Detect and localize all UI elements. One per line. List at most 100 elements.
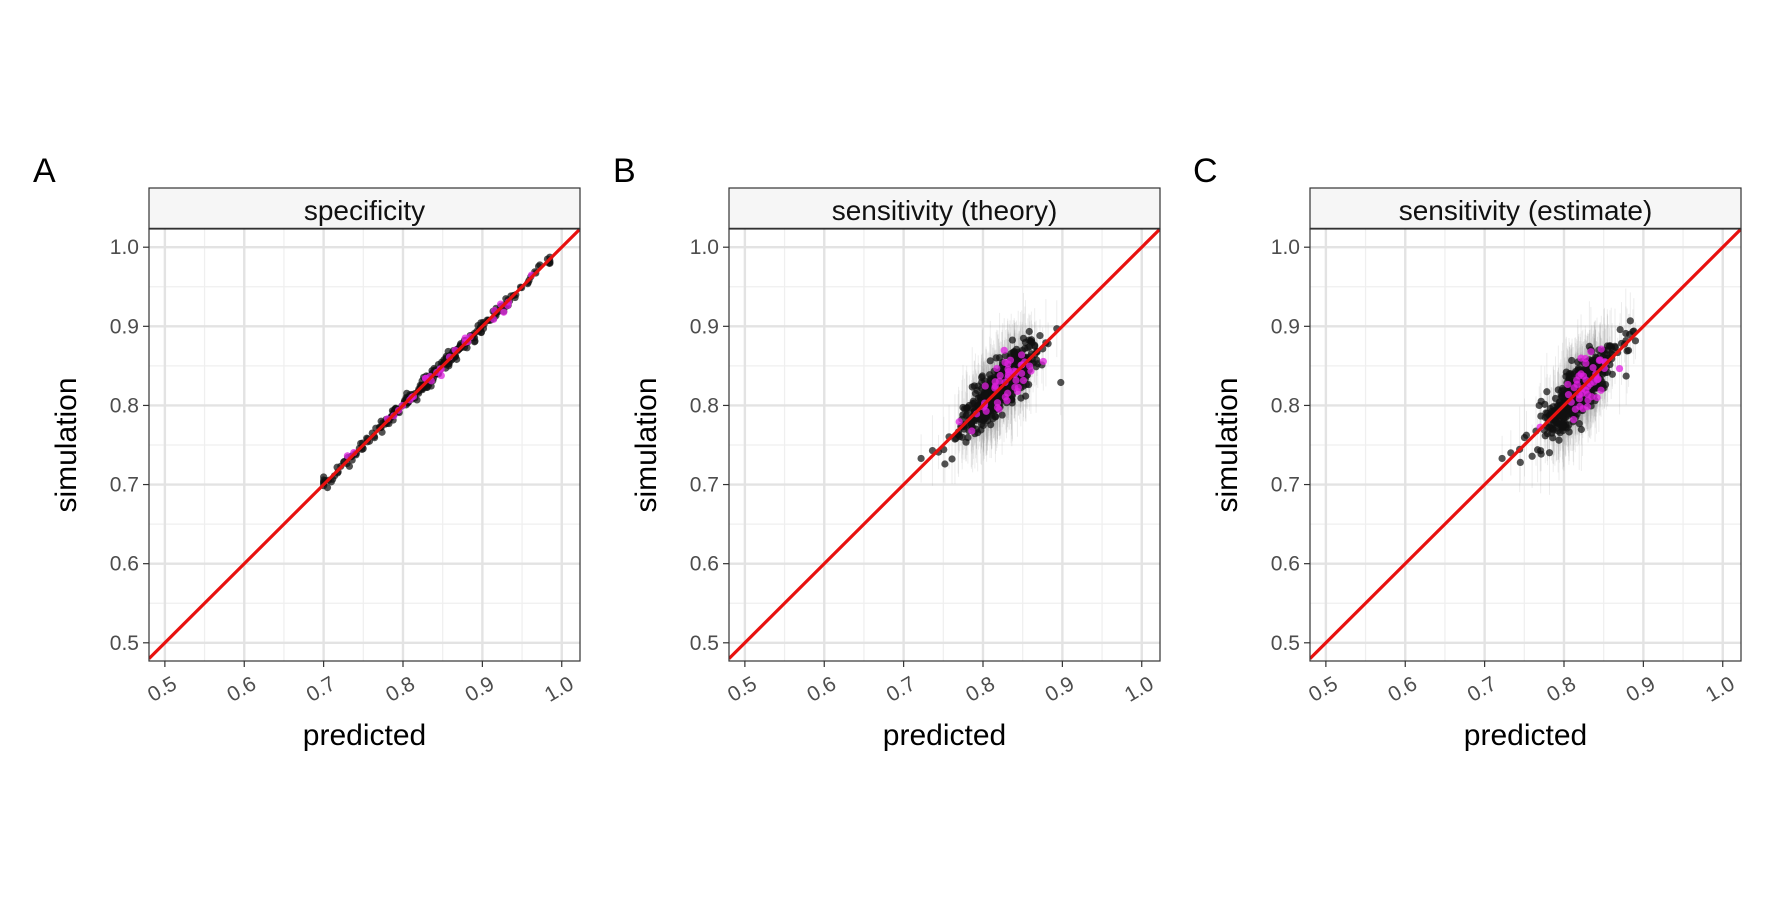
point [1537,450,1545,458]
point [981,392,989,400]
point [1543,430,1552,438]
point-highlight [1004,360,1012,368]
point [1057,378,1065,387]
point-highlight [1577,370,1585,378]
point [962,438,970,446]
point [1017,394,1025,402]
panel-border [148,228,581,662]
point-highlight [1596,356,1604,364]
point-highlight [981,382,989,390]
point [958,433,966,441]
point [1626,317,1634,325]
y-tick-label: 0.7 [1271,474,1300,497]
point-highlight [993,364,1001,373]
point-highlight [1587,348,1595,356]
y-tick-label: 1.0 [1271,236,1300,259]
point [1019,334,1028,342]
point-highlight [1004,365,1012,373]
panel-border [728,228,1161,662]
point [971,389,980,398]
point [1498,454,1506,463]
panel-tag: C [1193,152,1218,190]
point-highlight [500,308,508,316]
point-highlight [1564,380,1572,389]
y-axis-title: simulation [1211,377,1244,512]
strip-background [148,187,581,230]
point [917,454,925,463]
y-tick-label: 1.0 [690,236,719,259]
x-axis-title: predicted [883,719,1006,752]
point [1025,343,1034,351]
point [986,371,994,379]
point [1616,325,1624,334]
point-highlight [1019,376,1028,385]
point-highlight [955,418,963,426]
point-highlight [1593,393,1601,402]
point-highlight [991,382,999,390]
point-highlight [1018,369,1026,378]
point [1564,410,1572,418]
point-highlight [1615,364,1624,373]
y-axis-title: simulation [50,377,83,512]
point [1568,356,1576,365]
point [974,429,982,437]
point-highlight [1012,376,1020,385]
point [378,428,386,436]
point [1565,428,1573,436]
point [1008,336,1016,344]
point [1631,337,1640,345]
point [998,411,1006,419]
point-highlight [1573,380,1581,388]
point [948,455,956,463]
y-tick-label: 0.6 [690,553,719,576]
point [1555,436,1563,444]
point [1622,372,1630,380]
y-tick-label: 0.8 [1271,394,1300,417]
point [1025,327,1033,336]
point [1551,420,1559,429]
point [1549,403,1557,411]
point [1623,347,1631,355]
point-highlight [993,403,1002,412]
point [377,417,385,425]
point-highlight [1593,376,1601,384]
point-highlight [1579,405,1587,413]
y-tick-label: 0.7 [110,474,139,497]
point-highlight [1039,357,1047,366]
panel-tag: B [613,152,636,190]
point-highlight [1597,386,1605,394]
point-highlight [1564,391,1573,399]
data-layer [1498,288,1640,495]
point [1541,400,1549,408]
point [1559,421,1568,429]
point [1577,425,1585,434]
y-tick-label: 0.9 [690,315,719,338]
identity-line [1310,229,1741,660]
point [992,354,1000,362]
y-tick-label: 0.6 [1271,553,1300,576]
point [1528,452,1536,460]
point-highlight [996,371,1004,380]
x-axis-title: predicted [303,719,426,752]
grid-lines [1310,229,1741,661]
y-tick-label: 0.5 [690,632,719,655]
point [978,373,986,382]
point [1575,420,1583,428]
point-highlight [968,427,976,435]
point [1541,413,1549,422]
identity-line [149,229,580,660]
point [1567,370,1575,378]
point-highlight [1004,389,1012,397]
facet-title: specificity [304,195,425,226]
point [941,460,949,468]
point-highlight [1027,367,1035,375]
point [471,337,479,345]
point [967,420,976,428]
identity-line [729,229,1160,660]
y-tick-label: 0.9 [1271,315,1300,338]
y-tick-label: 0.8 [690,394,719,417]
point [1608,370,1616,378]
point-highlight [1597,345,1605,353]
